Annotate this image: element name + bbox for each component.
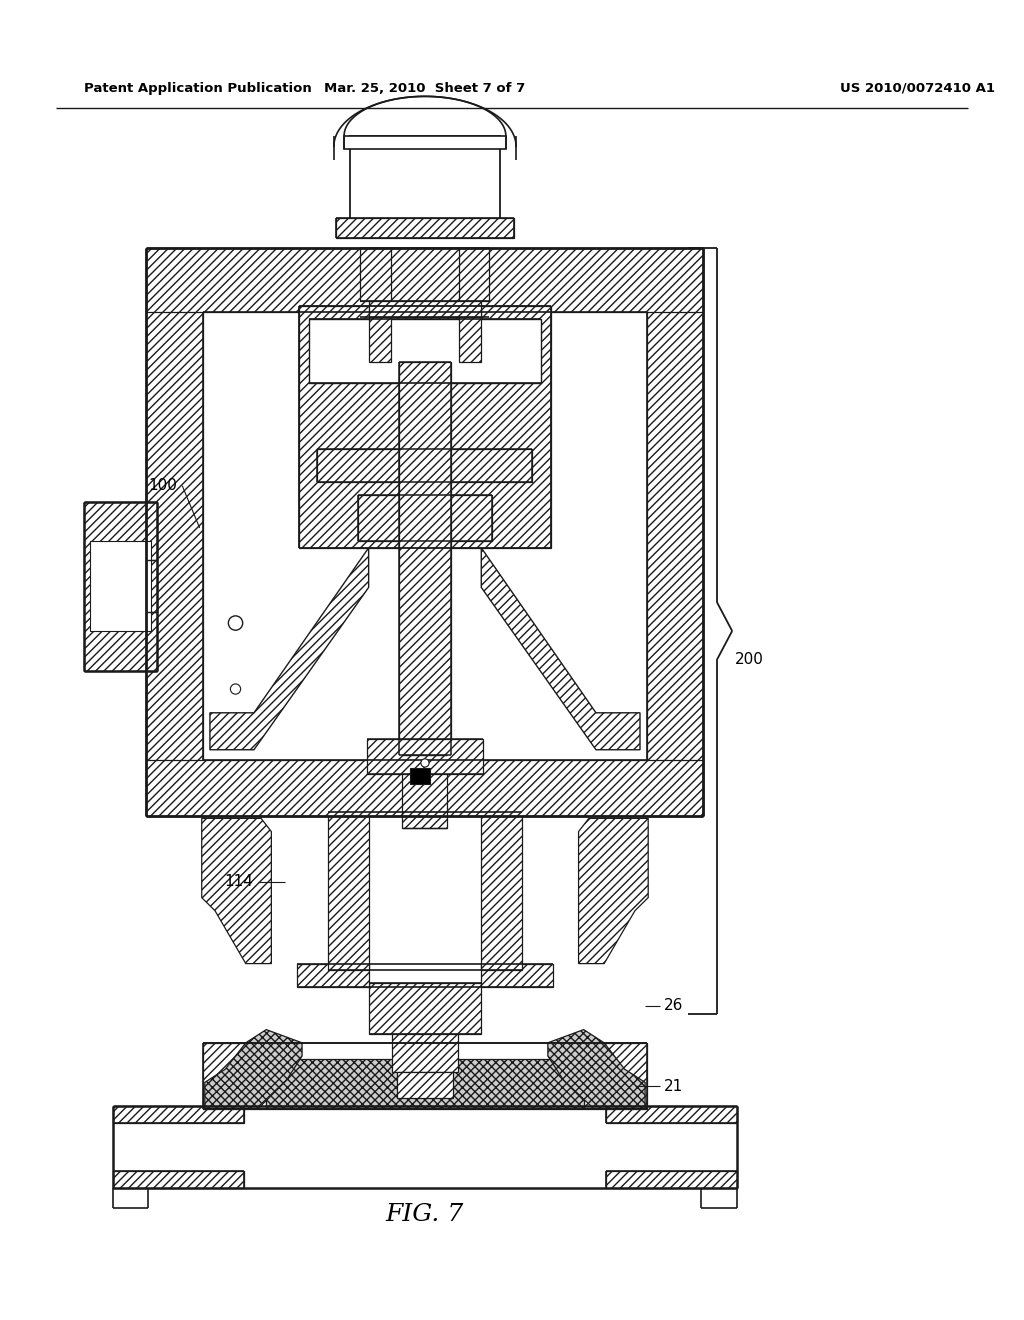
Text: 21: 21 [664, 1078, 683, 1094]
Bar [392, 1030, 458, 1072]
Bar [647, 248, 703, 816]
Bar [481, 964, 553, 987]
Bar [266, 1059, 584, 1109]
Circle shape [421, 759, 429, 767]
Bar [113, 1106, 244, 1123]
Text: FIG. 7: FIG. 7 [386, 1203, 464, 1226]
Polygon shape [205, 1030, 302, 1109]
Bar [459, 306, 481, 362]
Bar [369, 306, 391, 362]
Bar [606, 1171, 737, 1188]
Text: Mar. 25, 2010  Sheet 7 of 7: Mar. 25, 2010 Sheet 7 of 7 [325, 82, 525, 95]
Polygon shape [210, 548, 369, 750]
Bar [317, 449, 532, 482]
Bar [146, 760, 703, 816]
Text: 200: 200 [735, 652, 764, 668]
Polygon shape [481, 548, 640, 750]
Bar [146, 248, 703, 312]
Bar [297, 964, 369, 987]
Bar [344, 136, 506, 149]
Bar [410, 768, 430, 784]
Bar [90, 541, 151, 631]
Polygon shape [579, 818, 648, 964]
Text: 100: 100 [148, 478, 177, 494]
Bar [203, 1043, 266, 1109]
Bar [397, 1072, 453, 1098]
Bar [299, 306, 551, 548]
Bar [369, 301, 481, 317]
Bar [367, 739, 483, 774]
Bar [350, 136, 500, 235]
Polygon shape [202, 818, 271, 964]
Text: US 2010/0072410 A1: US 2010/0072410 A1 [840, 82, 994, 95]
Bar [584, 1043, 647, 1109]
Bar [402, 755, 447, 828]
Bar [481, 812, 522, 970]
Bar [399, 362, 451, 755]
Bar [459, 248, 489, 301]
Text: 114: 114 [224, 874, 253, 890]
Bar [146, 560, 157, 612]
Bar [309, 319, 541, 383]
Text: Patent Application Publication: Patent Application Publication [84, 82, 311, 95]
Bar [358, 495, 492, 541]
Bar [328, 812, 369, 970]
Bar [113, 1171, 244, 1188]
Bar [360, 248, 391, 301]
Text: 26: 26 [664, 998, 683, 1014]
Bar [606, 1106, 737, 1123]
Polygon shape [548, 1030, 645, 1109]
Bar [84, 502, 157, 671]
Bar [146, 248, 203, 816]
Bar [369, 983, 481, 1034]
Bar [336, 218, 514, 238]
